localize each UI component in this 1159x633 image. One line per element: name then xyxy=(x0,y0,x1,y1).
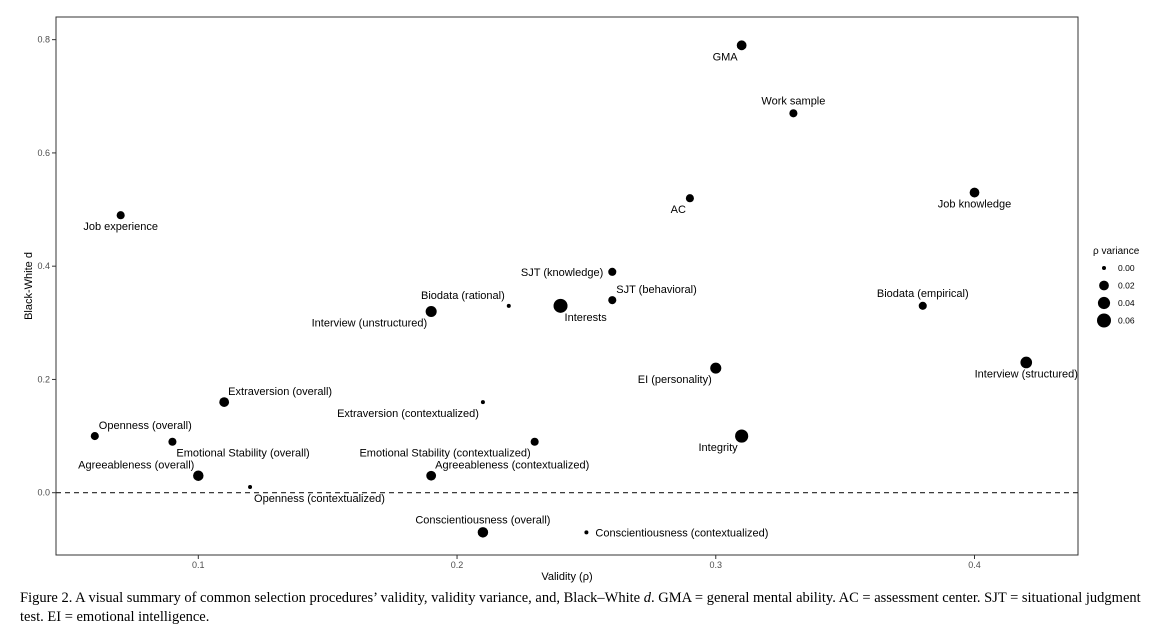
point-label-job-experience: Job experience xyxy=(83,221,158,233)
point-label-conscientiousness-contextualized: Conscientiousness (contextualized) xyxy=(595,527,768,539)
point-conscientiousness-contextualized xyxy=(584,530,589,535)
point-emotional-stability-overall xyxy=(168,437,177,446)
point-integrity xyxy=(735,429,749,443)
y-tick-label: 0.2 xyxy=(37,374,50,384)
caption-prefix: Figure 2. A visual summary of common sel… xyxy=(20,590,644,606)
legend-key xyxy=(1097,296,1111,310)
point-sjt-behavioral xyxy=(608,296,617,305)
legend-key xyxy=(1099,280,1109,291)
legend-label: 0.04 xyxy=(1118,298,1135,308)
point-agreeableness-contextualized xyxy=(426,470,437,481)
point-label-emotional-stability-contextualized: Emotional Stability (contextualized) xyxy=(359,448,530,460)
point-label-sjt-behavioral: SJT (behavioral) xyxy=(616,284,697,296)
point-conscientiousness-overall xyxy=(477,527,489,538)
legend-title: ρ variance xyxy=(1093,246,1140,257)
scatter-chart: 0.1 0.2 0.3 0.4 0.0 0.2 0.4 0.6 0.8 Validity (ρ) B… xyxy=(23,16,1140,583)
point-label-extraversion-contextualized: Extraversion (contextualized) xyxy=(337,408,479,420)
y-tick-label: 0.4 xyxy=(37,261,50,271)
point-label-biodata-rational: Biodata (rational) xyxy=(421,290,505,302)
figure-caption: Figure 2. A visual summary of common sel… xyxy=(20,589,1145,627)
point-openness-contextualized xyxy=(248,485,253,490)
y-tick-label: 0.8 xyxy=(37,35,50,45)
point-emotional-stability-contextualized xyxy=(530,437,539,446)
point-sjt-knowledge xyxy=(608,267,617,276)
point-label-sjt-knowledge: SJT (knowledge) xyxy=(521,267,603,279)
point-biodata-rational xyxy=(506,303,511,308)
point-label-extraversion-overall: Extraversion (overall) xyxy=(228,386,332,398)
point-label-ac: AC xyxy=(671,204,686,216)
legend-label: 0.00 xyxy=(1118,263,1135,273)
point-extraversion-overall xyxy=(219,397,230,407)
point-label-interests: Interests xyxy=(565,312,608,324)
x-tick-label: 0.4 xyxy=(968,560,981,570)
point-label-gma: GMA xyxy=(713,51,739,63)
point-interview-unstructured xyxy=(425,305,437,318)
x-tick-label: 0.2 xyxy=(451,560,464,570)
legend-key xyxy=(1097,313,1111,328)
point-label-interview-unstructured: Interview (unstructured) xyxy=(312,317,428,329)
point-biodata-empirical xyxy=(918,301,927,310)
caption-italic: d xyxy=(643,590,651,606)
x-tick-label: 0.1 xyxy=(192,560,205,570)
legend-label: 0.02 xyxy=(1118,281,1135,291)
point-job-knowledge xyxy=(969,187,980,198)
point-interests xyxy=(553,298,568,313)
x-tick-label: 0.3 xyxy=(710,560,723,570)
y-tick-label: 0.6 xyxy=(37,148,50,158)
point-ac xyxy=(685,194,694,203)
point-label-conscientiousness-overall: Conscientiousness (overall) xyxy=(415,514,550,526)
point-label-integrity: Integrity xyxy=(699,442,739,454)
y-axis-label: Black-White d xyxy=(23,252,35,320)
plot-panel xyxy=(55,16,1079,556)
legend-key xyxy=(1102,266,1106,270)
point-gma xyxy=(736,40,747,51)
point-agreeableness-overall xyxy=(193,470,204,481)
point-label-job-knowledge: Job knowledge xyxy=(938,199,1011,211)
point-label-agreeableness-contextualized: Agreeableness (contextualized) xyxy=(435,460,589,472)
point-label-agreeableness-overall: Agreeableness (overall) xyxy=(78,460,194,472)
point-work-sample xyxy=(789,109,798,118)
caption-suffix: . GMA = general mental ability. AC = ass… xyxy=(20,590,1141,625)
point-label-openness-overall: Openness (overall) xyxy=(99,420,192,432)
y-tick-label: 0.0 xyxy=(37,488,50,498)
point-label-emotional-stability-overall: Emotional Stability (overall) xyxy=(176,448,309,460)
point-ei-personality xyxy=(710,362,722,374)
point-label-work-sample: Work sample xyxy=(761,95,825,107)
point-interview-structured xyxy=(1020,356,1033,369)
point-openness-overall xyxy=(90,432,99,441)
x-axis-label: Validity (ρ) xyxy=(541,571,592,583)
point-label-openness-contextualized: Openness (contextualized) xyxy=(254,493,385,505)
legend-label: 0.06 xyxy=(1118,316,1135,326)
point-label-biodata-empirical: Biodata (empirical) xyxy=(877,288,969,300)
point-job-experience xyxy=(116,211,125,220)
point-label-ei-personality: EI (personality) xyxy=(638,374,712,386)
point-label-interview-structured: Interview (structured) xyxy=(975,368,1078,380)
point-extraversion-contextualized xyxy=(480,400,485,405)
